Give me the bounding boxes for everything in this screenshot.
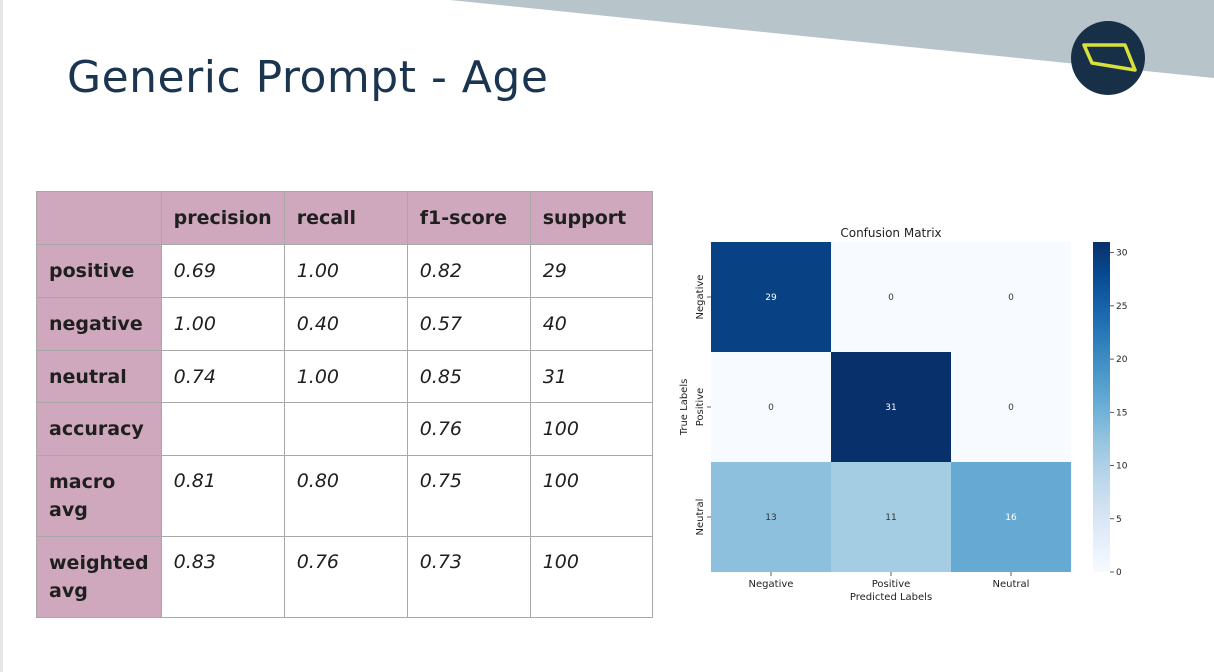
classification-report-table: precision recall f1-score support positi… xyxy=(36,191,653,618)
cell-value-label: 16 xyxy=(1005,513,1017,523)
header-cell-f1-score: f1-score xyxy=(406,191,531,245)
header-cell-recall: recall xyxy=(283,191,408,245)
heatmap-cell xyxy=(711,462,831,572)
precision-cell: 0.74 xyxy=(160,350,285,403)
heatmap-cell xyxy=(951,352,1071,462)
colorbar-tick-label: 30 xyxy=(1116,249,1128,259)
precision-cell: 0.81 xyxy=(160,455,285,537)
table-header-row: precision recall f1-score support xyxy=(36,191,653,245)
support-cell: 100 xyxy=(529,536,653,618)
support-cell: 31 xyxy=(529,350,653,403)
cell-value-label: 13 xyxy=(765,513,776,523)
row-label: positive xyxy=(36,244,162,298)
precision-cell: 1.00 xyxy=(160,297,285,351)
support-cell: 40 xyxy=(529,297,653,351)
x-tick-label: Neutral xyxy=(993,579,1030,590)
slide-title: Generic Prompt - Age xyxy=(67,52,549,103)
row-label: weighted avg xyxy=(36,536,162,618)
heatmap-cell xyxy=(831,242,951,352)
row-label-line: avg xyxy=(49,580,88,602)
precision-cell: 0.69 xyxy=(160,244,285,298)
table-row: negative 1.00 0.40 0.57 40 xyxy=(36,297,653,351)
f1-cell: 0.73 xyxy=(406,536,531,618)
f1-cell: 0.57 xyxy=(406,297,531,351)
colorbar-tick-label: 0 xyxy=(1116,568,1122,578)
colorbar-tick-label: 20 xyxy=(1116,355,1128,365)
heatmap-cell xyxy=(831,352,951,462)
colorbar-tick-label: 15 xyxy=(1116,408,1127,418)
y-tick-label: Negative xyxy=(695,275,706,320)
row-label: negative xyxy=(36,297,162,351)
row-label: accuracy xyxy=(36,402,162,456)
recall-cell: 1.00 xyxy=(283,350,408,403)
brand-logo xyxy=(1071,21,1145,95)
header-cell-precision: precision xyxy=(160,191,285,245)
f1-cell: 0.76 xyxy=(406,402,531,456)
support-cell: 29 xyxy=(529,244,653,298)
recall-cell xyxy=(283,402,408,456)
recall-cell: 1.00 xyxy=(283,244,408,298)
y-tick-label: Neutral xyxy=(695,499,706,536)
heatmap-cell xyxy=(711,352,831,462)
x-axis-label: Predicted Labels xyxy=(850,592,932,603)
row-label-line: avg xyxy=(49,499,88,521)
f1-cell: 0.85 xyxy=(406,350,531,403)
precision-cell: 0.83 xyxy=(160,536,285,618)
cell-value-label: 11 xyxy=(885,513,896,523)
heatmap-cell xyxy=(711,242,831,352)
colorbar-tick-label: 10 xyxy=(1116,462,1128,472)
recall-cell: 0.40 xyxy=(283,297,408,351)
x-tick-label: Positive xyxy=(872,579,911,590)
colorbar xyxy=(1093,242,1110,572)
support-cell: 100 xyxy=(529,402,653,456)
table-row: weighted avg 0.83 0.76 0.73 100 xyxy=(36,536,653,618)
heatmap-cell xyxy=(951,462,1071,572)
row-label-line: macro xyxy=(49,471,116,493)
cell-value-label: 0 xyxy=(768,403,774,413)
row-label: macro avg xyxy=(36,455,162,537)
y-tick-label: Positive xyxy=(695,388,706,427)
f1-cell: 0.75 xyxy=(406,455,531,537)
x-tick-label: Negative xyxy=(749,579,794,590)
cell-value-label: 29 xyxy=(765,293,777,303)
recall-cell: 0.80 xyxy=(283,455,408,537)
logo-mark-icon xyxy=(1082,43,1137,72)
table-row: neutral 0.74 1.00 0.85 31 xyxy=(36,350,653,403)
table-row: macro avg 0.81 0.80 0.75 100 xyxy=(36,455,653,537)
colorbar-tick-label: 25 xyxy=(1116,302,1127,312)
support-cell: 100 xyxy=(529,455,653,537)
table-row: positive 0.69 1.00 0.82 29 xyxy=(36,244,653,298)
row-label-line: weighted xyxy=(49,552,149,574)
slide-left-border xyxy=(0,0,3,672)
f1-cell: 0.82 xyxy=(406,244,531,298)
cell-value-label: 31 xyxy=(885,403,896,413)
cell-value-label: 0 xyxy=(1008,293,1014,303)
cell-value-label: 0 xyxy=(888,293,894,303)
table-row: accuracy 0.76 100 xyxy=(36,402,653,456)
y-axis-label: True Labels xyxy=(679,379,690,437)
confusion-matrix-chart: Confusion Matrix 29 0 0 0 31 0 13 11 16 Negative Po… xyxy=(679,226,1128,603)
recall-cell: 0.76 xyxy=(283,536,408,618)
chart-title: Confusion Matrix xyxy=(840,226,941,240)
colorbar-tick-label: 5 xyxy=(1116,515,1122,525)
heatmap-cell xyxy=(951,242,1071,352)
row-label: neutral xyxy=(36,350,162,403)
header-cell-empty xyxy=(36,191,162,245)
precision-cell xyxy=(160,402,285,456)
heatmap-cell xyxy=(831,462,951,572)
cell-value-label: 0 xyxy=(1008,403,1014,413)
header-cell-support: support xyxy=(529,191,653,245)
